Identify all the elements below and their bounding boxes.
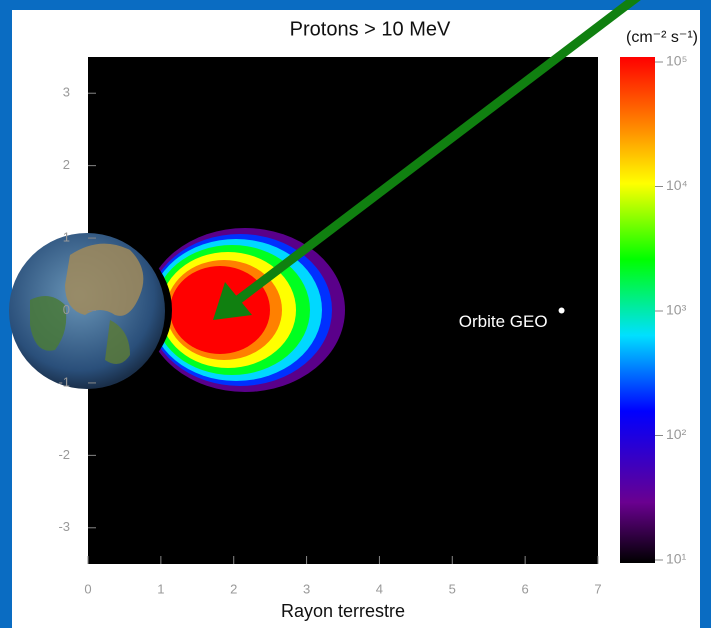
x-tick-label: 2 [230,581,237,596]
colorbar-tick-label: 10³ [666,302,687,318]
y-tick-label: -3 [58,519,70,534]
x-tick-label: 0 [84,581,91,596]
colorbar [620,57,655,563]
chart-title: Protons > 10 MeV [290,18,451,40]
colorbar-label: (cm⁻² s⁻¹) [626,29,698,46]
x-tick-label: 7 [594,581,601,596]
x-tick-label: 1 [157,581,164,596]
y-tick-label: 0 [63,302,70,317]
x-tick-label: 5 [449,581,456,596]
x-tick-label: 3 [303,581,310,596]
y-tick-label: 2 [63,157,70,172]
colorbar-tick-label: 10⁵ [666,53,687,69]
page: {"chart_data": {"type": "image-plot", "t… [0,0,711,628]
y-tick-label: -1 [58,374,70,389]
x-tick-label: 4 [376,581,383,596]
colorbar-tick-label: 10² [666,426,687,442]
chart: Protons > 10 MeV Rayon terrestre (cm⁻² s… [0,0,711,628]
y-tick-label: 1 [63,230,70,245]
x-axis-label: Rayon terrestre [281,601,405,621]
earth [9,233,165,389]
y-tick-label: 3 [63,85,70,100]
x-tick-label: 6 [522,581,529,596]
colorbar-tick-label: 10⁴ [666,177,688,193]
geo-point [559,308,565,314]
annotation: Orbite GEO [459,312,548,331]
y-tick-label: -2 [58,447,70,462]
colorbar-tick-label: 10¹ [666,551,687,567]
